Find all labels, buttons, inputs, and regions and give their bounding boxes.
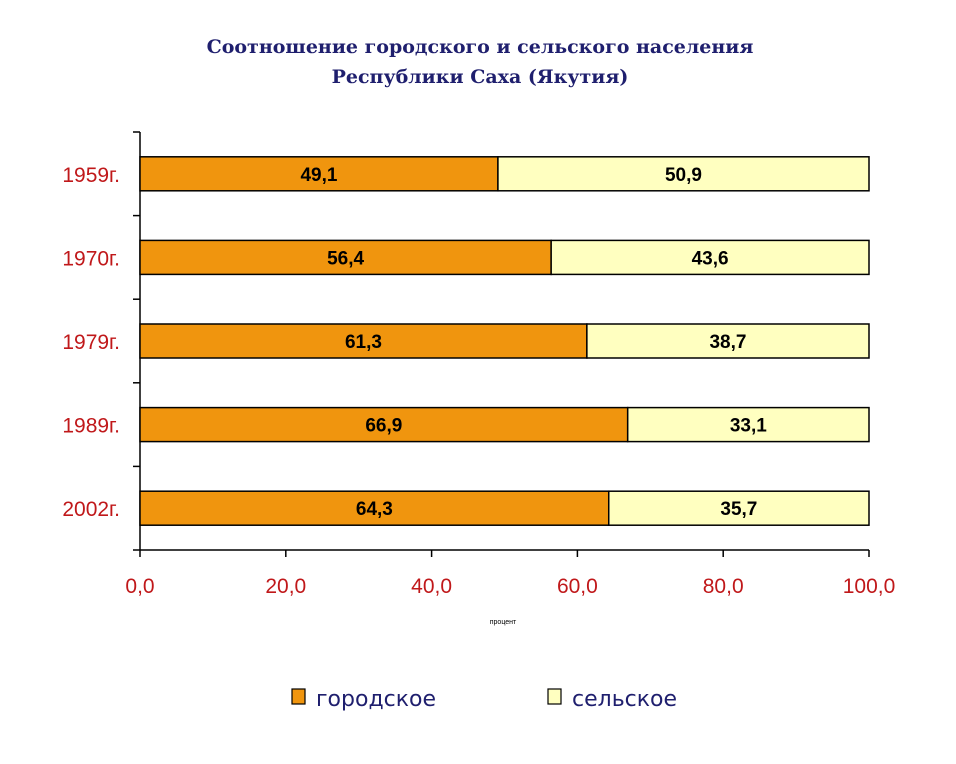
plot-area: 1959г. 49,1 50,9 1970г. 56,4 43,6 1979г. 61,3 38… xyxy=(62,131,870,551)
x-tick-label: 100,0 xyxy=(843,575,896,598)
bar-rural-4 xyxy=(607,490,870,526)
bar-rural-2 xyxy=(586,323,870,359)
bar-rural-3 xyxy=(626,406,870,443)
chart-title: Соотношение городского и сельского насел… xyxy=(207,36,754,88)
data-label: 33,1 xyxy=(730,416,767,437)
bar-urban-2 xyxy=(139,323,588,359)
data-label: 35,7 xyxy=(720,499,757,520)
chart-title-line-2: Республики Саха (Якутия) xyxy=(332,66,629,88)
bar-urban-1 xyxy=(139,239,552,276)
bar-urban-0 xyxy=(139,156,499,192)
data-label: 43,6 xyxy=(692,248,729,269)
legend-label-urban: городское xyxy=(316,687,436,712)
category-label: 1970г. xyxy=(62,247,120,270)
x-tick-label: 0,0 xyxy=(125,575,154,598)
data-label: 38,7 xyxy=(709,332,746,353)
data-label: 56,4 xyxy=(327,248,364,269)
x-axis-label: процент xyxy=(490,619,517,626)
legend-swatch-rural xyxy=(547,688,562,705)
data-label: 61,3 xyxy=(345,332,382,353)
legend-label-rural: сельское xyxy=(572,687,677,712)
data-label: 66,9 xyxy=(365,416,402,437)
category-label: 1979г. xyxy=(62,331,120,354)
data-label: 49,1 xyxy=(300,165,337,186)
x-tick-label: 80,0 xyxy=(703,575,744,598)
data-label: 50,9 xyxy=(665,165,702,186)
category-label: 1989г. xyxy=(62,415,120,438)
x-axis: 0,0 20,0 40,0 60,0 80,0 100,0 xyxy=(125,549,896,598)
x-tick-label: 60,0 xyxy=(557,575,598,598)
bar-urban-4 xyxy=(139,490,610,526)
x-tick-label: 40,0 xyxy=(411,575,452,598)
x-tick-label: 20,0 xyxy=(265,575,306,598)
data-label: 64,3 xyxy=(356,499,393,520)
legend-swatch-urban xyxy=(291,688,306,705)
category-label: 1959г. xyxy=(62,164,120,187)
legend: городское сельское xyxy=(291,687,677,712)
bar-rural-1 xyxy=(550,239,870,276)
category-label: 2002г. xyxy=(62,498,120,521)
chart-title-line-1: Соотношение городского и сельского насел… xyxy=(207,36,754,58)
bar-rural-0 xyxy=(497,156,870,192)
